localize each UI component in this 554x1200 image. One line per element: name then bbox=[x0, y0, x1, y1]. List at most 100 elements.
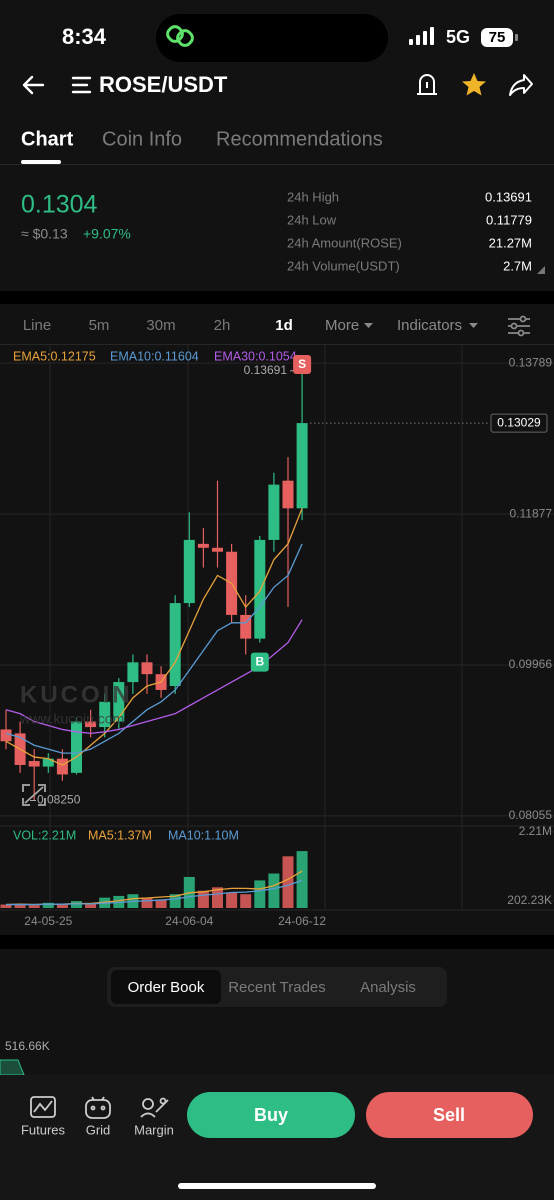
candle-body bbox=[42, 758, 54, 767]
tab[interactable]: Coin Info bbox=[102, 128, 182, 150]
candle-body bbox=[71, 721, 82, 773]
buy-marker: B bbox=[255, 655, 264, 669]
sell-marker: S bbox=[298, 357, 306, 371]
settings-icon[interactable] bbox=[508, 315, 530, 337]
dynamic-island bbox=[156, 14, 388, 62]
volume-bar bbox=[240, 894, 252, 908]
pair-title: ROSE/USDT bbox=[99, 72, 228, 97]
nav-label[interactable]: Futures bbox=[21, 1122, 66, 1137]
volume-bar bbox=[141, 897, 153, 908]
margin-icon[interactable] bbox=[140, 1097, 169, 1118]
y-tick-label: 0.13789 bbox=[509, 355, 553, 369]
candle-body bbox=[99, 701, 111, 728]
ema-line bbox=[5, 508, 303, 766]
volume-bar bbox=[282, 856, 294, 908]
candle-body bbox=[28, 761, 40, 767]
nav-label[interactable]: Margin bbox=[134, 1122, 174, 1137]
candle-body bbox=[197, 543, 209, 548]
volume-tick-label: 2.21M bbox=[519, 824, 552, 838]
island-icon bbox=[166, 25, 194, 47]
x-tick-label: 24-06-04 bbox=[165, 914, 213, 928]
low-label: 0.08250 bbox=[37, 793, 81, 807]
volume-tick-label: 202.23K bbox=[507, 893, 552, 907]
volume-ma-line bbox=[6, 879, 303, 906]
timeframe[interactable]: 30m bbox=[146, 317, 175, 334]
favorite-icon[interactable] bbox=[462, 73, 486, 96]
status-network: 5G bbox=[446, 27, 470, 47]
candle-body bbox=[113, 682, 125, 722]
section-gap bbox=[0, 291, 554, 304]
indicator-legend: EMA30:0.1054 bbox=[214, 349, 297, 363]
dropdown-caret bbox=[364, 323, 373, 328]
alert-icon[interactable] bbox=[417, 74, 437, 95]
back-button[interactable] bbox=[22, 75, 45, 95]
indicator-legend: EMA10:0.11604 bbox=[110, 349, 199, 363]
volume-legend: MA5:1.37M bbox=[88, 828, 152, 842]
volume-bar bbox=[0, 904, 12, 908]
dropdown-caret bbox=[469, 323, 478, 328]
chart-layer: 0.13789 0.11877 0.09966 0.08055 2.21M 202.23K… bbox=[0, 349, 554, 928]
section-gap bbox=[0, 935, 554, 949]
volume-bar bbox=[28, 905, 40, 908]
price-change: +9.07% bbox=[83, 226, 131, 242]
volume-bar bbox=[155, 899, 167, 908]
futures-icon[interactable] bbox=[30, 1096, 56, 1118]
last-price: 0.1304 bbox=[21, 191, 98, 219]
volume-bar bbox=[254, 880, 266, 908]
volume-bar bbox=[42, 902, 54, 908]
volume-bar bbox=[268, 873, 280, 908]
volume-bar bbox=[197, 890, 209, 908]
stat-label: 24h Volume(USDT) bbox=[287, 258, 400, 273]
buy-button[interactable] bbox=[187, 1092, 355, 1138]
volume-bar bbox=[14, 903, 26, 908]
stat-value: 0.13691 bbox=[485, 189, 532, 204]
sell-label[interactable]: Sell bbox=[433, 1105, 465, 1125]
candle-body bbox=[212, 547, 223, 552]
indicators-menu[interactable]: Indicators bbox=[397, 317, 462, 334]
depth-label: 516.66K bbox=[5, 1039, 50, 1053]
y-tick-label: 0.08055 bbox=[509, 808, 553, 822]
share-icon[interactable] bbox=[509, 74, 533, 96]
timeframe-active[interactable]: 1d bbox=[275, 317, 293, 334]
volume-bar bbox=[169, 894, 181, 908]
nav-label[interactable]: Grid bbox=[86, 1122, 111, 1137]
watermark-logo: KUCOIN bbox=[20, 681, 133, 708]
tab-active[interactable]: Chart bbox=[21, 128, 74, 150]
sell-marker-bg bbox=[293, 355, 312, 374]
divider bbox=[0, 344, 554, 345]
volume-bar bbox=[56, 904, 68, 908]
sell-button[interactable] bbox=[366, 1092, 533, 1138]
signal-icon bbox=[409, 27, 434, 45]
battery-tip bbox=[515, 34, 518, 41]
stat-label: 24h Amount(ROSE) bbox=[287, 235, 402, 250]
timeframe[interactable]: 2h bbox=[214, 317, 231, 334]
last-price-label: 0.13029 bbox=[497, 415, 541, 429]
buy-marker-bg bbox=[250, 652, 269, 672]
battery bbox=[481, 28, 513, 47]
candle-body bbox=[141, 662, 153, 675]
candle-body bbox=[0, 729, 12, 742]
buy-label[interactable]: Buy bbox=[254, 1105, 288, 1125]
timeframe[interactable]: 5m bbox=[89, 317, 110, 334]
ema-line bbox=[5, 543, 303, 754]
more-menu[interactable]: More bbox=[325, 317, 359, 334]
candle-body bbox=[169, 603, 181, 687]
stat-value: 2.7M bbox=[503, 258, 532, 273]
stat-value: 21.27M bbox=[489, 235, 532, 250]
x-tick-label: 24-06-12 bbox=[278, 914, 326, 928]
volume-legend: MA10:1.10M bbox=[168, 828, 239, 842]
candle-body bbox=[296, 423, 308, 509]
expand-icon[interactable] bbox=[22, 784, 46, 806]
volume-bar bbox=[85, 903, 97, 908]
tab-underline bbox=[21, 160, 61, 164]
menu-icon[interactable] bbox=[71, 76, 92, 94]
divider bbox=[0, 164, 554, 165]
tab[interactable]: Recommendations bbox=[216, 128, 383, 150]
segment[interactable]: Analysis bbox=[360, 979, 416, 996]
segment-active[interactable]: Order Book bbox=[128, 979, 205, 996]
segment[interactable]: Recent Trades bbox=[228, 979, 326, 996]
timeframe[interactable]: Line bbox=[23, 317, 51, 334]
grid-icon[interactable] bbox=[85, 1096, 111, 1119]
x-tick-label: 24-05-25 bbox=[24, 914, 72, 928]
